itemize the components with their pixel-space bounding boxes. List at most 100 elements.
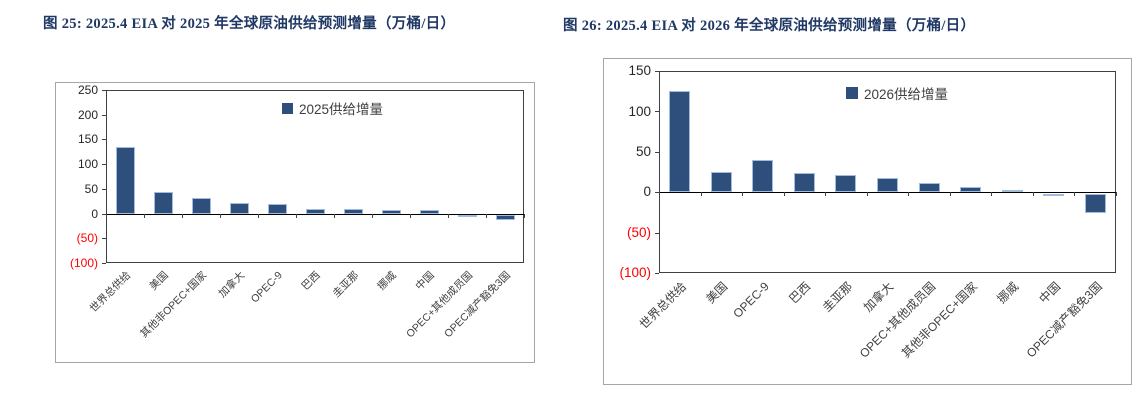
x-category-label: OPEC减产豁免3国 bbox=[441, 269, 513, 341]
y-tick-label: 200 bbox=[77, 107, 98, 122]
category-axis-tick bbox=[991, 192, 993, 197]
x-category-label: 巴西 bbox=[299, 269, 323, 293]
bar-11 bbox=[495, 215, 515, 220]
y-tick-label: (100) bbox=[69, 256, 98, 270]
y-axis-tick bbox=[655, 273, 659, 274]
plot-area bbox=[659, 71, 1116, 273]
y-tick-label: (50) bbox=[626, 224, 651, 240]
zero-axis bbox=[659, 192, 1116, 194]
bar-3 bbox=[191, 198, 211, 214]
y-tick-label: 100 bbox=[628, 103, 651, 119]
bar-1 bbox=[115, 146, 135, 214]
y-axis-tick bbox=[102, 188, 106, 190]
x-category-label: 世界总供给 bbox=[87, 269, 133, 315]
category-axis-tick bbox=[182, 213, 183, 218]
category-axis-tick bbox=[949, 192, 951, 197]
category-axis-tick bbox=[144, 213, 145, 218]
bar-9 bbox=[1001, 189, 1023, 193]
bar-7 bbox=[343, 209, 363, 214]
x-category-label: 挪威 bbox=[375, 269, 399, 293]
bar-3 bbox=[752, 159, 774, 193]
category-axis-tick bbox=[825, 192, 827, 197]
x-category-label: 其他非OPEC+国家 bbox=[898, 279, 980, 361]
x-category-label: 中国 bbox=[413, 269, 437, 293]
bar-8 bbox=[381, 209, 401, 214]
x-category-label: 挪威 bbox=[994, 279, 1022, 307]
x-category-label: OPEC减产豁免3国 bbox=[1023, 279, 1105, 361]
x-category-label: 加拿大 bbox=[216, 269, 247, 301]
x-category-label: OPEC-9 bbox=[248, 269, 285, 306]
x-category-label: 中国 bbox=[1035, 279, 1063, 307]
legend-swatch bbox=[846, 87, 858, 99]
bar-5 bbox=[835, 175, 857, 193]
bar-1 bbox=[669, 91, 691, 193]
legend-label: 2026供给增量 bbox=[864, 87, 949, 102]
x-category-label: OPEC+其他成员国 bbox=[856, 279, 939, 361]
legend: 2025供给增量 bbox=[282, 98, 383, 118]
bar-11 bbox=[1084, 193, 1106, 214]
y-tick-label: 50 bbox=[635, 144, 651, 160]
figure-25-chart: 2025供给增量 250 200 150 100 50 0 (50) (100) 世界总供给 美国… bbox=[55, 82, 535, 363]
category-axis-tick bbox=[700, 192, 702, 197]
category-axis-tick bbox=[783, 192, 785, 197]
y-axis-tick bbox=[102, 139, 106, 141]
category-axis-tick bbox=[410, 213, 411, 218]
y-tick-label: 0 bbox=[643, 184, 651, 200]
x-category-label: 圭亚那 bbox=[819, 279, 856, 315]
category-axis-tick bbox=[258, 213, 259, 218]
figure-26-chart: 2026供给增量 150 100 50 0 (50) (100) 世界总供给 美国 OPEC-9… bbox=[603, 58, 1132, 385]
zero-axis bbox=[106, 213, 524, 215]
x-category-label: 其他非OPEC+国家 bbox=[137, 269, 209, 341]
category-axis-tick bbox=[742, 192, 744, 197]
bar-6 bbox=[877, 177, 898, 193]
category-axis-tick bbox=[220, 213, 221, 218]
bar-4 bbox=[229, 202, 249, 214]
y-axis-tick bbox=[102, 90, 106, 91]
bar-2 bbox=[153, 191, 173, 214]
x-category-label: 世界总供给 bbox=[636, 279, 689, 332]
y-axis-tick bbox=[102, 263, 106, 264]
y-tick-label: 250 bbox=[77, 83, 98, 97]
category-axis-tick bbox=[866, 192, 868, 197]
y-tick-label: 100 bbox=[77, 157, 98, 172]
bar-9 bbox=[419, 210, 439, 214]
figure-26-title: 图 26: 2025.4 EIA 对 2026 年全球原油供给预测增量（万桶/日… bbox=[563, 18, 976, 34]
y-axis-tick bbox=[655, 71, 659, 72]
figure-25-title: 图 25: 2025.4 EIA 对 2025 年全球原油供给预测增量（万桶/日… bbox=[43, 16, 456, 32]
bar-4 bbox=[793, 172, 815, 193]
y-axis-tick bbox=[655, 192, 659, 194]
x-category-label: OPEC+其他成员国 bbox=[403, 269, 475, 341]
y-tick-label: 50 bbox=[84, 181, 98, 196]
y-tick-label: (100) bbox=[619, 265, 651, 281]
category-axis-tick bbox=[1032, 192, 1034, 197]
y-axis-tick bbox=[655, 151, 659, 153]
legend-swatch bbox=[282, 102, 293, 114]
bar-5 bbox=[267, 204, 287, 214]
category-axis-tick bbox=[372, 213, 373, 218]
category-axis-tick bbox=[334, 213, 335, 218]
y-axis-tick bbox=[655, 232, 659, 234]
bar-10 bbox=[457, 215, 477, 218]
x-category-label: OPEC-9 bbox=[730, 279, 773, 321]
y-axis-tick bbox=[102, 114, 106, 116]
legend-label: 2025供给增量 bbox=[299, 102, 384, 117]
y-tick-label: (50) bbox=[76, 231, 98, 246]
plot-area bbox=[106, 90, 524, 263]
y-axis-tick bbox=[102, 164, 106, 166]
category-axis-tick bbox=[1074, 192, 1076, 197]
category-axis-tick bbox=[296, 213, 297, 218]
category-axis-tick bbox=[659, 192, 660, 197]
x-category-label: 美国 bbox=[147, 269, 171, 293]
category-axis-tick bbox=[486, 213, 487, 218]
category-axis-tick bbox=[908, 192, 910, 197]
y-axis-tick bbox=[102, 238, 106, 240]
y-tick-label: 150 bbox=[77, 132, 98, 147]
x-category-label: 巴西 bbox=[786, 279, 814, 307]
bar-7 bbox=[918, 183, 940, 193]
category-axis-tick bbox=[106, 213, 107, 218]
category-axis-tick bbox=[1116, 192, 1117, 197]
category-axis-tick bbox=[524, 213, 525, 218]
y-tick-label: 0 bbox=[91, 206, 98, 221]
category-axis-tick bbox=[448, 213, 449, 218]
